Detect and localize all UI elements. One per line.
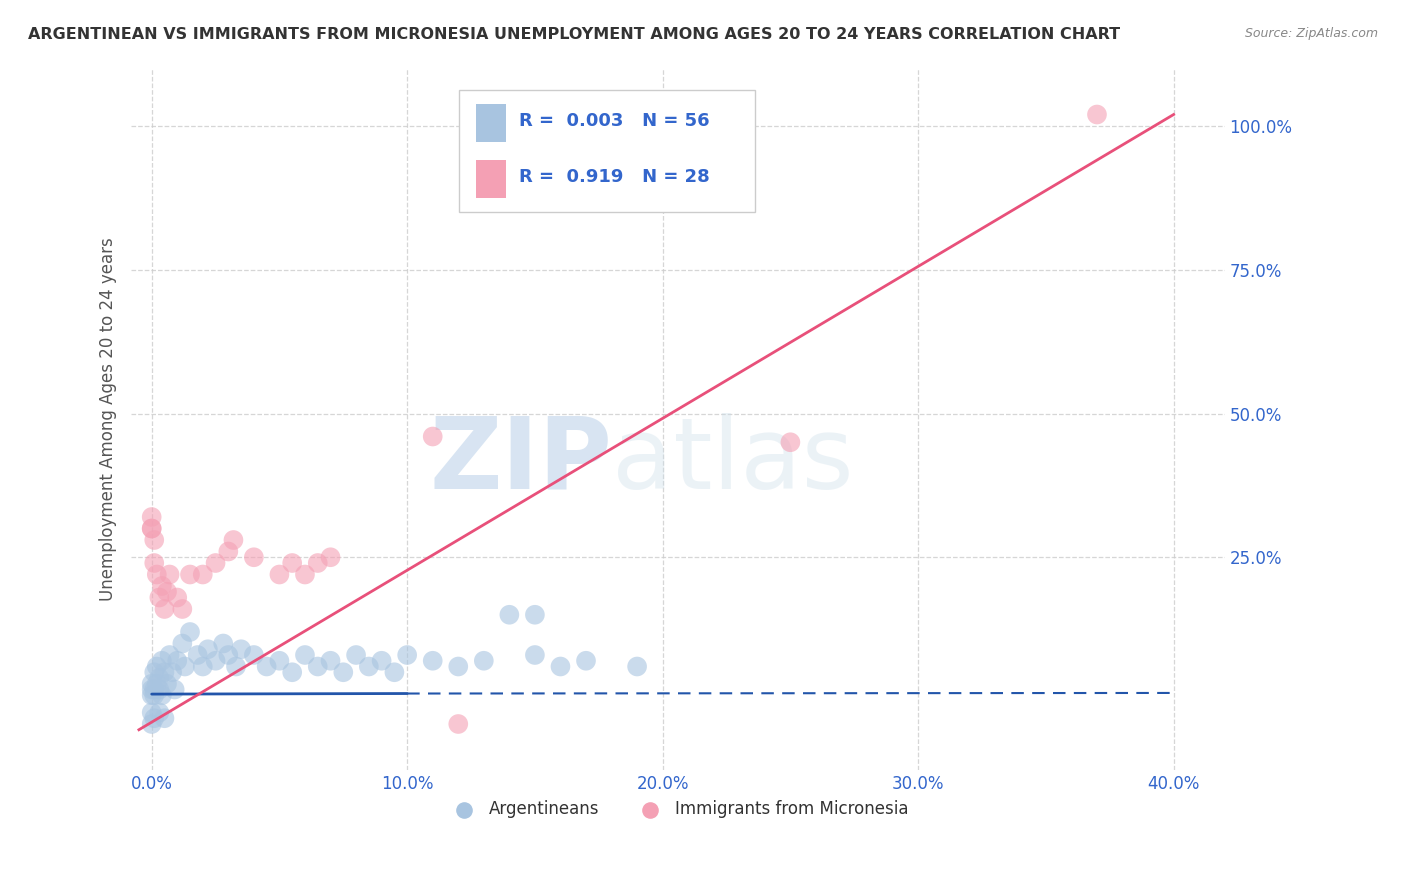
Point: [243, 648, 266, 662]
Point: [141, 521, 163, 535]
Point: [143, 711, 166, 725]
Point: [179, 625, 201, 640]
Point: [269, 654, 291, 668]
Point: [172, 636, 194, 650]
Point: [141, 521, 163, 535]
Point: [307, 556, 329, 570]
Y-axis label: Unemployment Among Ages 20 to 24 years: Unemployment Among Ages 20 to 24 years: [100, 237, 117, 601]
Point: [281, 665, 304, 680]
Text: R =  0.003   N = 56: R = 0.003 N = 56: [519, 112, 710, 130]
Point: [222, 533, 245, 547]
Point: [174, 659, 197, 673]
Point: [217, 544, 239, 558]
Point: [575, 654, 598, 668]
Point: [141, 510, 163, 524]
Point: [472, 654, 495, 668]
Point: [166, 654, 188, 668]
Point: [422, 654, 444, 668]
Point: [294, 648, 316, 662]
Text: R =  0.919   N = 28: R = 0.919 N = 28: [519, 169, 710, 186]
Point: [626, 659, 648, 673]
Point: [281, 556, 304, 570]
Point: [204, 556, 226, 570]
Point: [141, 706, 163, 720]
Point: [148, 591, 170, 605]
Point: [523, 607, 546, 622]
Point: [357, 659, 380, 673]
Point: [146, 659, 169, 673]
Point: [150, 654, 173, 668]
Point: [143, 682, 166, 697]
Text: atlas: atlas: [613, 413, 853, 510]
Point: [523, 648, 546, 662]
FancyBboxPatch shape: [475, 103, 506, 142]
Point: [217, 648, 239, 662]
Point: [156, 584, 179, 599]
Point: [148, 682, 170, 697]
Point: [141, 717, 163, 731]
Point: [191, 567, 214, 582]
Point: [396, 648, 419, 662]
Point: [150, 688, 173, 702]
FancyBboxPatch shape: [475, 160, 506, 198]
Point: [225, 659, 247, 673]
Point: [143, 556, 166, 570]
Point: [166, 591, 188, 605]
Text: ARGENTINEAN VS IMMIGRANTS FROM MICRONESIA UNEMPLOYMENT AMONG AGES 20 TO 24 YEARS: ARGENTINEAN VS IMMIGRANTS FROM MICRONESI…: [28, 27, 1121, 42]
Point: [447, 717, 470, 731]
Point: [143, 665, 166, 680]
Point: [498, 607, 520, 622]
Point: [332, 665, 354, 680]
Point: [150, 579, 173, 593]
Point: [370, 654, 392, 668]
Point: [179, 567, 201, 582]
Point: [172, 602, 194, 616]
Point: [141, 688, 163, 702]
Point: [153, 602, 176, 616]
Point: [779, 435, 801, 450]
Point: [148, 671, 170, 685]
Point: [141, 677, 163, 691]
Point: [153, 711, 176, 725]
Point: [1085, 107, 1108, 121]
Point: [191, 659, 214, 673]
Point: [143, 688, 166, 702]
Point: [160, 665, 183, 680]
Point: [256, 659, 278, 673]
Point: [344, 648, 367, 662]
Point: [307, 659, 329, 673]
Point: [146, 677, 169, 691]
Point: [141, 682, 163, 697]
Point: [197, 642, 219, 657]
Point: [148, 706, 170, 720]
Point: [447, 659, 470, 673]
Point: [163, 682, 186, 697]
Point: [146, 567, 169, 582]
Point: [550, 659, 572, 673]
Point: [294, 567, 316, 582]
FancyBboxPatch shape: [460, 89, 755, 212]
Point: [143, 533, 166, 547]
Point: [319, 550, 342, 565]
Point: [243, 550, 266, 565]
Point: [384, 665, 406, 680]
Point: [319, 654, 342, 668]
Point: [422, 429, 444, 443]
Point: [269, 567, 291, 582]
Point: [159, 567, 181, 582]
Point: [212, 636, 235, 650]
Point: [187, 648, 209, 662]
Text: Source: ZipAtlas.com: Source: ZipAtlas.com: [1244, 27, 1378, 40]
Legend: Argentineans, Immigrants from Micronesia: Argentineans, Immigrants from Micronesia: [441, 794, 915, 825]
Point: [153, 665, 176, 680]
Point: [229, 642, 252, 657]
Point: [159, 648, 181, 662]
Point: [156, 677, 179, 691]
Text: ZIP: ZIP: [429, 413, 613, 510]
Point: [204, 654, 226, 668]
